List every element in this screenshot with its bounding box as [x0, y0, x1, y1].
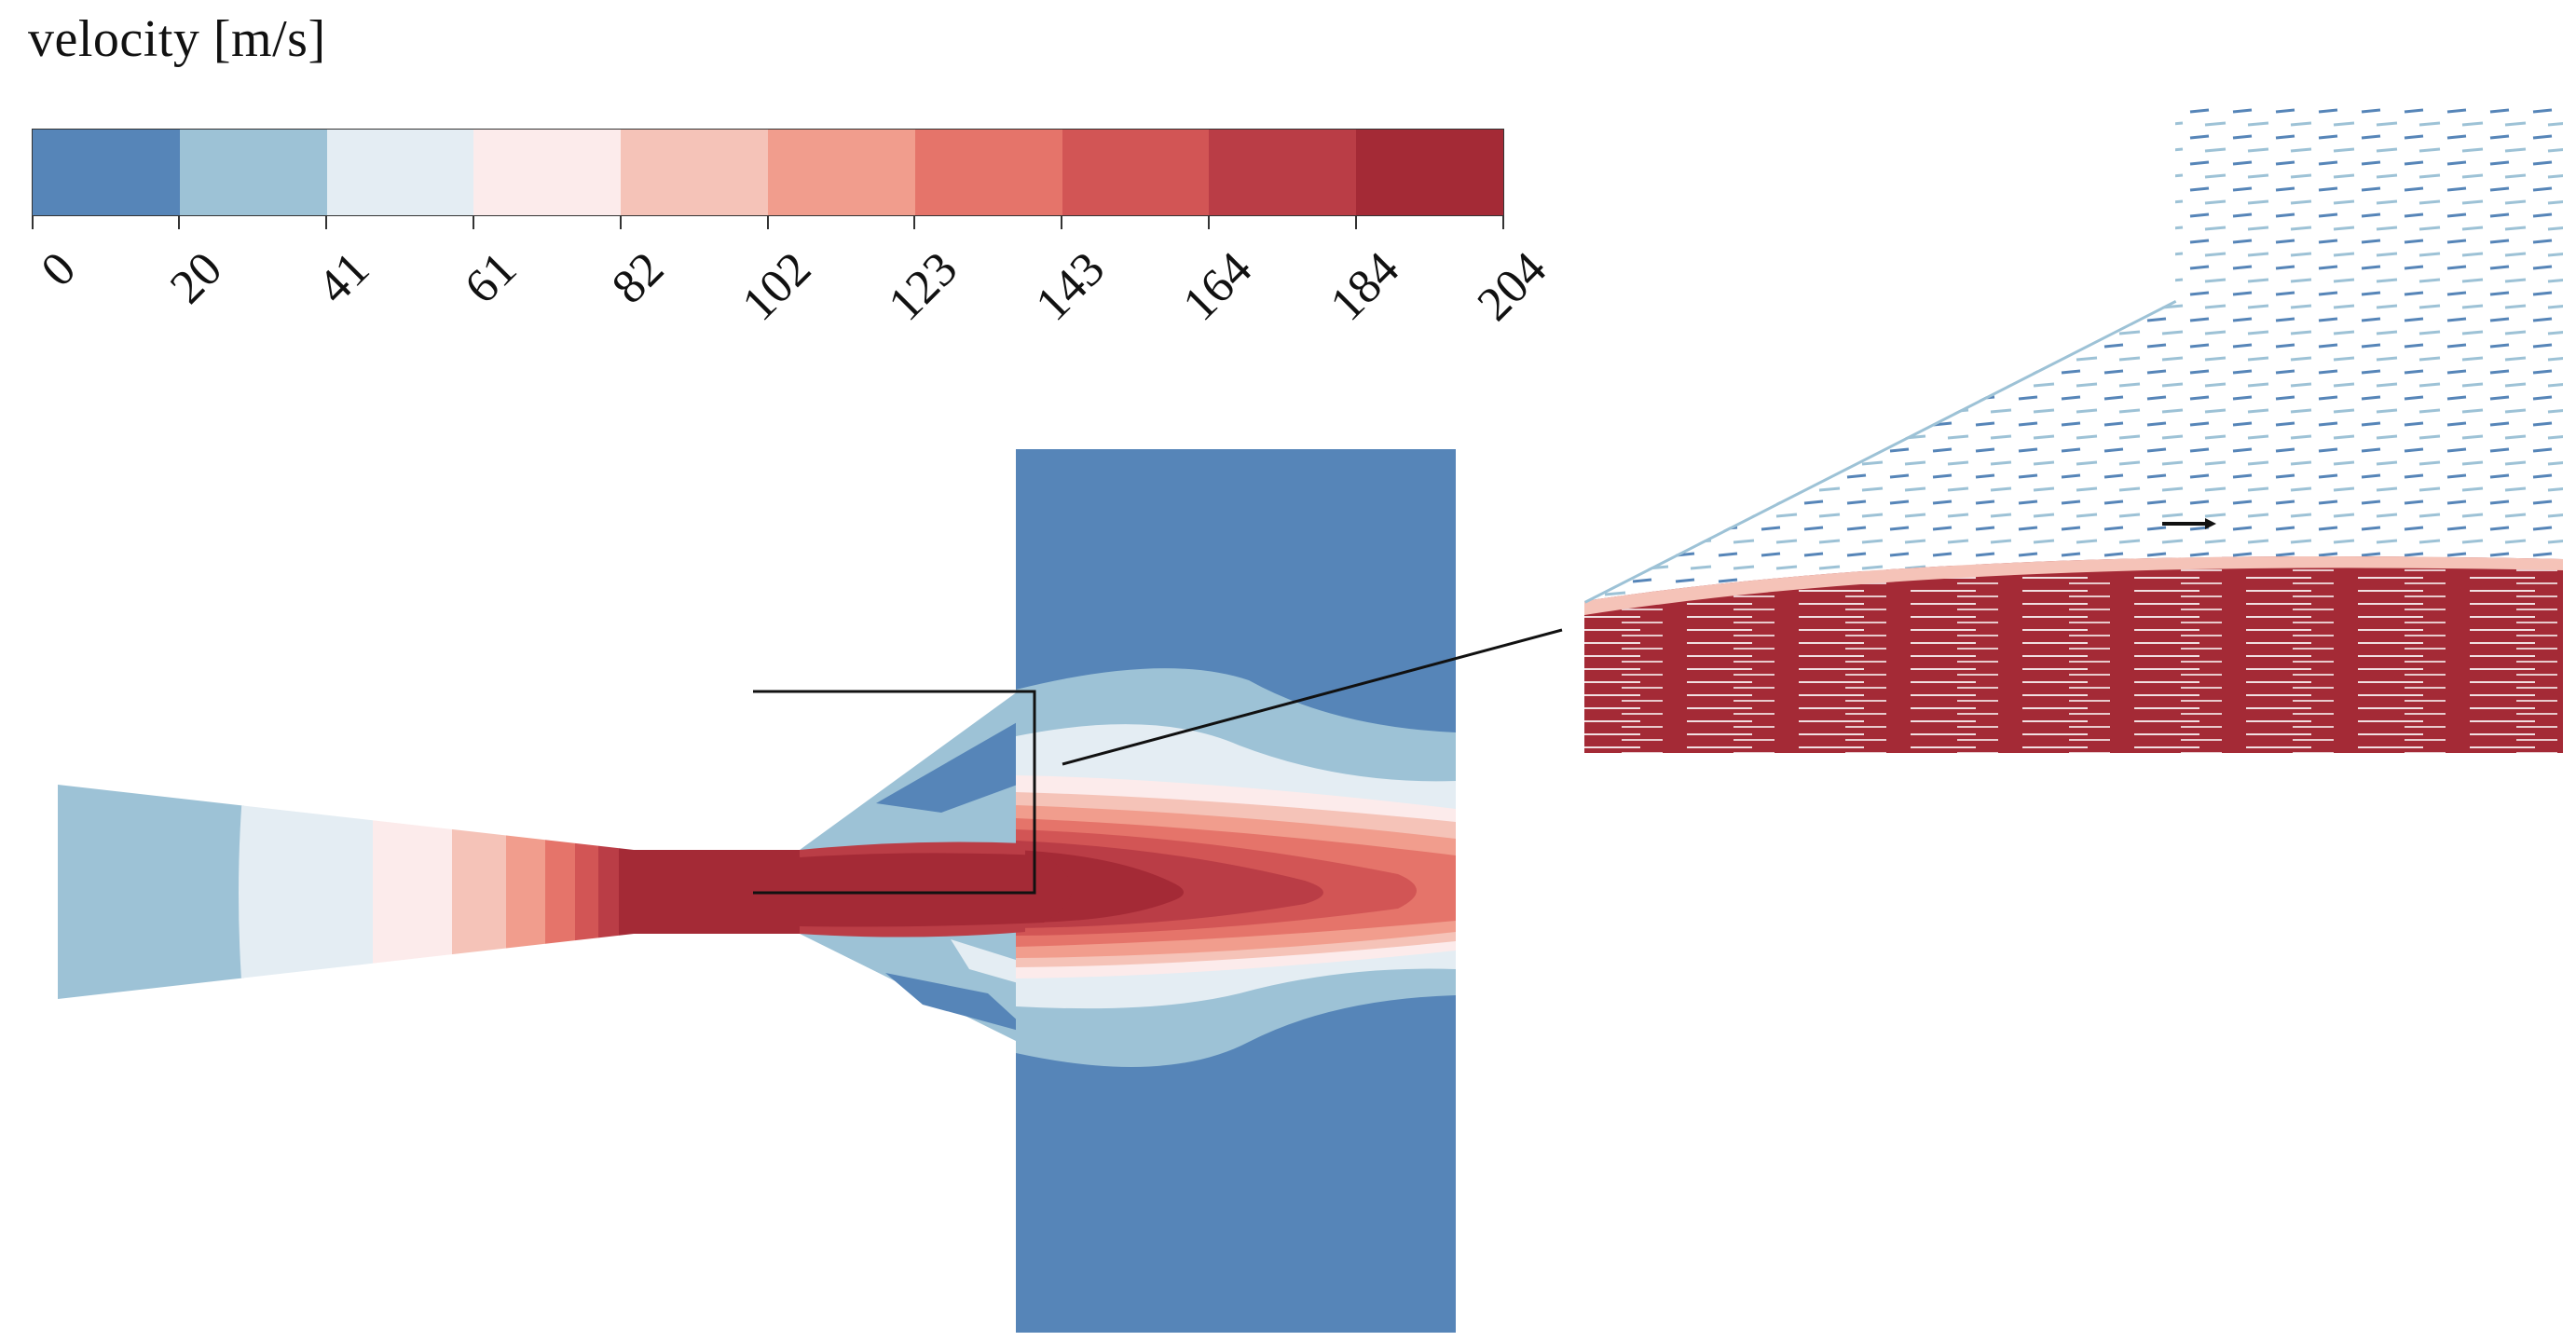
nozzle-band-1	[58, 785, 244, 999]
nozzle-band-2	[239, 785, 373, 999]
colorbar-segment-1	[33, 130, 180, 215]
colorbar-tick-6	[913, 216, 915, 229]
inset-shear-layer	[1584, 556, 2563, 615]
expansion-chamber	[1016, 449, 1456, 1333]
nozzle-band-8	[598, 785, 619, 999]
nozzle-band-4	[452, 785, 506, 999]
colorbar-tick-8	[1208, 216, 1210, 229]
colorbar-tick-9	[1355, 216, 1357, 229]
upper-recirculation	[876, 718, 1033, 813]
colorbar-segment-4	[473, 130, 622, 215]
zoom-box	[753, 690, 1036, 895]
nozzle-band-7	[575, 785, 598, 999]
colorbar-tick-2	[325, 216, 327, 229]
inset-high-velocity-region	[1584, 556, 2563, 753]
colorbar-tick-0	[32, 216, 34, 229]
inset-reference-arrow-head	[2205, 518, 2216, 529]
colorbar-tick-3	[473, 216, 474, 229]
jet-core-inner	[800, 853, 1072, 927]
zoom-inset	[1584, 107, 2563, 753]
nozzle-band-6	[545, 785, 575, 999]
colorbar-ticks	[32, 216, 1504, 235]
converging-nozzle	[58, 785, 634, 999]
colorbar-segment-8	[1062, 130, 1210, 215]
zoom-connector	[1062, 628, 1563, 766]
colorbar-tick-4	[620, 216, 622, 229]
lower-shear-layer	[951, 939, 1035, 988]
colorbar-tick-7	[1061, 216, 1062, 229]
colorbar-segment-5	[621, 130, 768, 215]
colorbar-segment-6	[767, 130, 915, 215]
colorbar-segment-3	[326, 130, 474, 215]
colorbar-tick-10	[1502, 216, 1504, 229]
colorbar-title: velocity [m/s]	[28, 10, 326, 68]
nozzle-band-5	[506, 785, 545, 999]
colorbar-tick-1	[178, 216, 180, 229]
colorbar	[32, 129, 1504, 216]
lower-recirculation	[885, 973, 1033, 1034]
colorbar-segment-10	[1356, 130, 1503, 215]
nozzle-band-3	[373, 785, 452, 999]
colorbar-segment-7	[914, 130, 1062, 215]
colorbar-tick-5	[767, 216, 769, 229]
colorbar-segment-2	[179, 130, 327, 215]
colorbar-segment-9	[1209, 130, 1357, 215]
